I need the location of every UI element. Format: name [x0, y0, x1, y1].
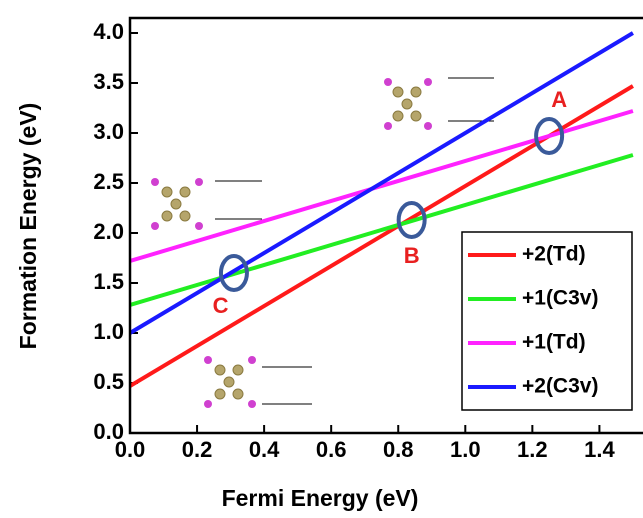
legend-label: +1(Td): [522, 331, 586, 354]
x-tick-label: 0.6: [316, 437, 347, 462]
structure-icons: [151, 78, 494, 408]
y-tick-label: 2.0: [93, 219, 124, 244]
y-tick-label: 0.5: [93, 369, 124, 394]
annotation: B: [404, 243, 420, 268]
annotation: C: [213, 293, 229, 318]
chart: Fermi Energy (eV) Formation Energy (eV) …: [0, 0, 643, 518]
x-tick-label: 0.8: [383, 437, 414, 462]
x-tick-label: 1.2: [517, 437, 548, 462]
legend-label: +2(Td): [522, 243, 586, 266]
x-tick-label: 0.2: [182, 437, 213, 462]
legend: +2(Td) +1(C3v) +1(Td) +2(C3v): [462, 232, 632, 410]
y-tick-label: 3.5: [93, 69, 124, 94]
x-axis-label: Fermi Energy (eV): [222, 485, 419, 511]
legend-label: +2(C3v): [522, 375, 598, 398]
y-tick-label: 0.0: [93, 419, 124, 444]
y-tick-label: 4.0: [93, 19, 124, 44]
y-axis-label: Formation Energy (eV): [15, 103, 41, 350]
y-tick-label: 2.5: [93, 169, 124, 194]
y-tick-label: 1.0: [93, 319, 124, 344]
annotation: A: [551, 87, 567, 112]
y-tick-label: 1.5: [93, 269, 124, 294]
x-tick-label: 0.4: [249, 437, 280, 462]
x-tick-label: 1.0: [450, 437, 481, 462]
legend-label: +1(C3v): [522, 287, 598, 310]
x-tick-label: 1.4: [584, 437, 615, 462]
y-tick-label: 3.0: [93, 119, 124, 144]
